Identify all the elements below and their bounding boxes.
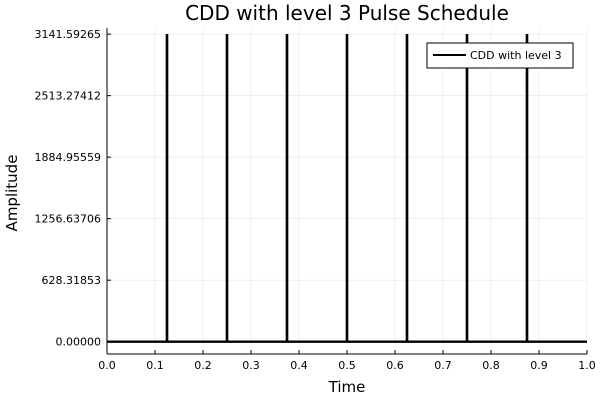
series-line [107,34,587,343]
y-tick-label: 0.00000 [56,336,102,349]
legend-entry: CDD with level 3 [470,49,562,62]
legend-box [426,42,574,69]
x-tick-label: 0.3 [242,359,260,372]
y-tick-label: 628.31853 [42,274,102,287]
x-tick-label: 0.5 [338,359,356,372]
x-tick-label: 0.7 [434,359,452,372]
x-tick-label: 0.6 [386,359,404,372]
chart-title: CDD with level 3 Pulse Schedule [185,1,509,25]
y-tick-label: 3141.59265 [35,28,101,41]
legend: CDD with level 3 [426,42,574,69]
x-axis-label: Time [328,378,366,396]
series-group [107,34,587,343]
y-tick-label: 2513.27412 [35,90,101,103]
x-tick-label: 0.4 [290,359,308,372]
x-ticks: 0.0 0.1 0.2 0.3 0.4 0.5 0.6 0.7 0.8 0.9 1.0 [98,350,596,372]
x-tick-label: 0.9 [530,359,548,372]
x-tick-label: 1.0 [578,359,596,372]
x-tick-label: 0.0 [98,359,116,372]
y-tick-label: 1256.63706 [35,213,101,226]
y-axis-label: Amplitude [3,155,21,232]
y-tick-label: 1884.95559 [35,151,101,164]
x-tick-label: 0.2 [194,359,212,372]
x-tick-label: 0.1 [146,359,164,372]
x-tick-label: 0.8 [482,359,500,372]
y-ticks: 0.00000 628.31853 1256.63706 1884.95559 2513… [35,28,111,349]
